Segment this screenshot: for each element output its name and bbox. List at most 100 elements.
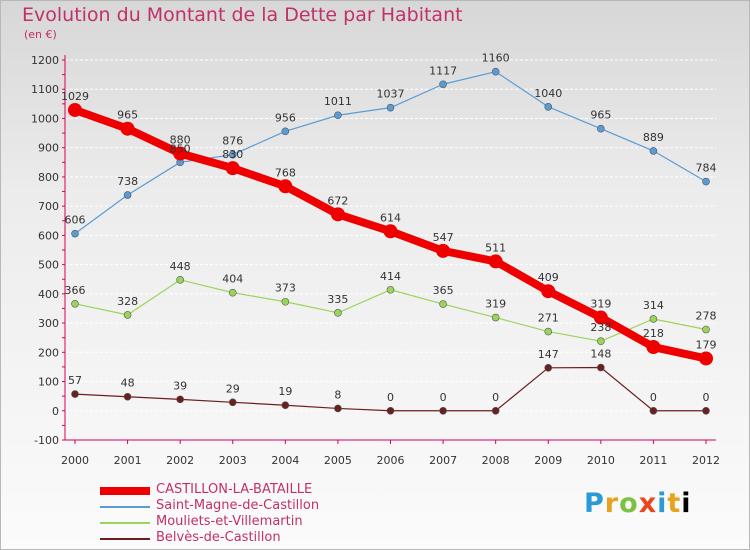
data-point: [71, 299, 79, 308]
data-point: [646, 340, 661, 355]
legend-label: CASTILLON-LA-BATAILLE: [156, 482, 313, 497]
data-label: 0: [492, 391, 499, 404]
data-point: [544, 102, 553, 111]
data-label: 147: [538, 348, 559, 361]
data-point: [491, 313, 500, 322]
data-label: 606: [65, 214, 86, 227]
y-tick-label: 400: [38, 288, 59, 301]
data-point: [68, 102, 82, 117]
data-label: 1040: [534, 87, 562, 100]
data-label: 830: [222, 148, 243, 161]
data-label: 148: [590, 348, 611, 361]
data-point: [281, 401, 290, 410]
data-point: [544, 327, 553, 336]
data-label: 179: [696, 338, 717, 351]
data-label: 8: [334, 388, 341, 401]
y-tick-label: 0: [52, 405, 59, 418]
legend-label: Belvès-de-Castillon: [156, 530, 281, 545]
data-label: 366: [65, 284, 86, 297]
data-point: [386, 285, 395, 294]
data-label: 448: [170, 260, 191, 273]
x-tick-label: 2000: [61, 454, 89, 467]
y-tick-label: 200: [38, 346, 59, 359]
legend-label: Saint-Magne-de-Castillon: [156, 498, 320, 513]
data-point: [334, 309, 342, 317]
data-label: 0: [440, 391, 447, 404]
data-point: [334, 404, 342, 413]
data-point: [541, 284, 556, 299]
data-point: [491, 67, 500, 76]
y-tick-label: 1100: [31, 83, 59, 96]
data-label: 1011: [324, 95, 352, 108]
legend-label: Mouliets-et-Villemartin: [156, 514, 303, 529]
data-point: [176, 395, 184, 404]
logo-letter: x: [638, 488, 658, 519]
data-point: [330, 207, 345, 222]
data-label: 328: [117, 295, 138, 308]
data-point: [228, 150, 237, 159]
legend-swatch: [100, 487, 150, 495]
data-label: 319: [485, 298, 506, 311]
data-label: 19: [278, 385, 292, 398]
data-label: 1160: [482, 52, 510, 65]
data-label: 1117: [429, 64, 457, 77]
data-point: [491, 406, 500, 415]
data-label: 876: [222, 135, 243, 148]
data-label: 889: [643, 131, 664, 144]
legend-swatch: [100, 506, 150, 508]
line-chart: -100010020030040050060070080090010001100…: [31, 52, 720, 467]
data-point: [123, 311, 132, 319]
data-label: 314: [643, 299, 664, 312]
data-point: [228, 288, 237, 297]
data-point: [649, 147, 658, 155]
data-label: 1029: [61, 90, 89, 103]
y-tick-label: 700: [38, 200, 59, 213]
x-tick-label: 2007: [429, 454, 457, 467]
data-label: 738: [117, 175, 138, 188]
data-label: 238: [590, 321, 611, 334]
data-label: 965: [117, 109, 138, 122]
y-tick-label: 800: [38, 171, 59, 184]
x-tick-label: 2010: [587, 454, 615, 467]
data-label: 29: [226, 382, 240, 395]
x-tick-label: 2001: [114, 454, 142, 467]
x-tick-label: 2012: [692, 454, 720, 467]
legend-swatch: [100, 538, 150, 540]
chart-subtitle: (en €): [24, 28, 57, 41]
y-tick-label: 100: [38, 376, 59, 389]
legend-swatch: [100, 522, 150, 524]
data-label: 404: [222, 273, 243, 286]
data-point: [173, 146, 188, 161]
data-label: 57: [68, 374, 82, 387]
y-tick-label: 1200: [31, 54, 59, 67]
data-point: [702, 325, 710, 334]
data-point: [386, 406, 395, 415]
data-point: [597, 363, 605, 372]
data-label: 414: [380, 270, 401, 283]
y-tick-label: 1000: [31, 112, 59, 125]
data-label: 0: [703, 391, 710, 404]
data-point: [436, 243, 451, 258]
data-label: 880: [170, 134, 191, 147]
data-label: 409: [538, 271, 559, 284]
data-point: [120, 121, 135, 136]
y-tick-label: 300: [38, 317, 59, 330]
data-label: 784: [696, 162, 717, 175]
logo-letter: r: [604, 488, 620, 519]
y-tick-label: 600: [38, 229, 59, 242]
data-label: 965: [590, 109, 611, 122]
data-point: [699, 351, 713, 366]
data-label: 768: [275, 166, 296, 179]
data-point: [702, 177, 710, 186]
logo-letter: i: [657, 488, 668, 519]
data-point: [278, 179, 293, 194]
x-tick-label: 2005: [324, 454, 352, 467]
data-point: [439, 80, 447, 89]
logo-letter: i: [681, 488, 692, 519]
x-tick-label: 2002: [166, 454, 194, 467]
data-point: [593, 310, 608, 325]
data-label: 850: [170, 142, 191, 155]
data-point: [386, 103, 395, 112]
x-tick-label: 2008: [482, 454, 510, 467]
